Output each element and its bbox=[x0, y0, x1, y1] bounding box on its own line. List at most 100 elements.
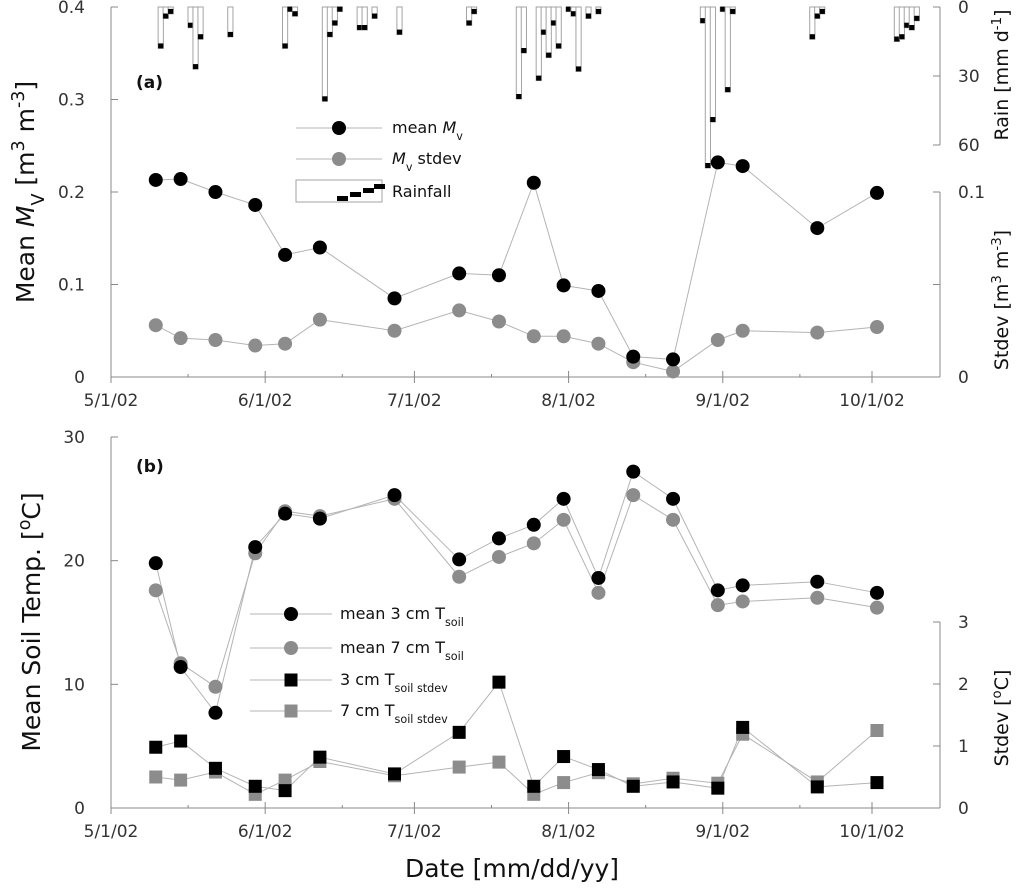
rain-bar-cap bbox=[700, 18, 706, 24]
mv-stdev-point bbox=[710, 333, 725, 347]
rain-bar-cap bbox=[565, 6, 572, 12]
panel-b-x-tick-label: 8/1/02 bbox=[541, 822, 596, 842]
mean-3cm-tsoil-point bbox=[173, 660, 188, 675]
tsoil-3cm-stdev-point bbox=[810, 780, 824, 794]
panel-b-x-tick-label: 10/1/02 bbox=[839, 822, 905, 842]
tsoil-3cm-stdev-point bbox=[452, 725, 466, 739]
panel-a-x-tick-label: 7/1/02 bbox=[387, 391, 442, 411]
mean-7cm-tsoil-point bbox=[452, 569, 467, 584]
rain-bar-cap bbox=[287, 6, 293, 12]
tsoil-3cm-stdev-point bbox=[388, 767, 402, 781]
panel-b-stdev-tick-label: 0 bbox=[958, 799, 969, 819]
mean-3cm-tsoil-point bbox=[591, 570, 606, 585]
panel-a-y-tick-label: 0.1 bbox=[58, 276, 85, 296]
legend-b-label-mean-7cm: mean 7 cm Tsoil bbox=[340, 638, 464, 663]
panel-b-y-tick-label: 0 bbox=[74, 799, 85, 819]
tsoil-3cm-stdev-point bbox=[278, 784, 292, 798]
rain-bars-layer bbox=[157, 6, 920, 169]
tsoil-3cm-stdev-point bbox=[557, 750, 571, 764]
rain-bar-cap bbox=[362, 25, 368, 30]
tsoil-3cm-stdev-point bbox=[313, 750, 327, 764]
legend-b-marker-stdev-3cm bbox=[284, 673, 298, 687]
panel-a-rain-tick-label: 30 bbox=[958, 67, 980, 87]
mean-mv-point bbox=[312, 240, 327, 255]
legends-layer: mean Mv Mv stdev Rainfall mean 3 cm Tsoil me… bbox=[250, 118, 464, 726]
mean-7cm-tsoil-point bbox=[148, 583, 163, 598]
mv-stdev-point bbox=[278, 336, 293, 351]
mean-3cm-tsoil-point bbox=[248, 540, 263, 555]
axes-layer bbox=[110, 6, 941, 814]
mean-3cm-tsoil-point bbox=[735, 578, 750, 593]
mean-3cm-tsoil-point bbox=[526, 517, 541, 532]
x-axis-label: Date [mm/dd/yy] bbox=[405, 854, 619, 883]
rain-bar-cap bbox=[322, 96, 328, 102]
mv-stdev-point bbox=[208, 333, 223, 347]
panel-a-rain-axis-label: Rain [mm d-1] bbox=[990, 9, 1014, 140]
rain-bar-cap bbox=[292, 11, 298, 17]
panel-a-rain-tick-label: 0 bbox=[958, 0, 969, 18]
panel-b-stdev-tick-label: 2 bbox=[958, 675, 969, 695]
mv-stdev-line bbox=[155, 309, 878, 372]
mean-3cm-tsoil-point bbox=[208, 705, 223, 720]
rain-bar bbox=[321, 6, 328, 102]
panel-b-y-axis-label: Mean Soil Temp. [oC] bbox=[15, 492, 46, 751]
tsoil-3cm-stdev-point bbox=[626, 779, 640, 793]
rain-bar-cap bbox=[570, 11, 577, 17]
mv-stdev-point bbox=[148, 318, 163, 333]
rain-bar-cap bbox=[516, 94, 522, 99]
mean-3cm-tsoil-point bbox=[710, 583, 725, 598]
panel-b-x-tick-label: 5/1/02 bbox=[84, 822, 139, 842]
mean-7cm-tsoil-point bbox=[735, 594, 750, 609]
legend-b-marker-stdev-7cm bbox=[284, 704, 298, 718]
rain-bar-cap bbox=[197, 34, 204, 40]
mean-7cm-tsoil-point bbox=[869, 600, 884, 615]
tsoil-3cm-stdev-point bbox=[527, 779, 541, 793]
mean-mv-point bbox=[556, 278, 571, 293]
mean-7cm-tsoil-point bbox=[810, 590, 825, 605]
tsoil-3cm-stdev-point bbox=[870, 776, 884, 790]
panel-b-tag: (b) bbox=[136, 457, 164, 477]
panel-b-y-tick-label: 10 bbox=[63, 675, 85, 695]
rain-bar-cap bbox=[556, 43, 562, 49]
tsoil-3cm-stdev-point bbox=[248, 779, 262, 793]
rain-bar-cap bbox=[585, 13, 592, 19]
tsoil-3cm-stdev-point bbox=[711, 781, 725, 795]
tsoil-3cm-stdev-point bbox=[174, 734, 188, 748]
tsoil-7cm-stdev-point bbox=[149, 770, 163, 784]
legend-a-rain-step bbox=[374, 184, 385, 189]
mv-stdev-point bbox=[387, 323, 402, 338]
panel-a-tag: (a) bbox=[136, 73, 163, 93]
rain-bar-cap bbox=[720, 6, 726, 12]
rain-bar bbox=[724, 6, 731, 93]
rain-bar-cap bbox=[819, 8, 825, 14]
mean-7cm-tsoil-point bbox=[710, 598, 725, 613]
rain-bar-cap bbox=[546, 52, 552, 58]
rain-bar bbox=[575, 6, 582, 72]
panel-a-rain-tick-label: 60 bbox=[958, 136, 980, 156]
legend-b-label-stdev-3cm: 3 cm Tsoil stdev bbox=[340, 670, 448, 695]
tsoil-7cm-stdev-point bbox=[492, 755, 506, 769]
rain-bar-cap bbox=[551, 20, 557, 26]
mean-3cm-tsoil-point bbox=[491, 531, 506, 546]
tsoil-3cm-stdev-point bbox=[149, 740, 163, 754]
tsoil-7cm-stdev-point bbox=[870, 724, 884, 737]
mean-mv-point bbox=[278, 247, 293, 262]
tsoil-7cm-stdev-line bbox=[155, 730, 878, 795]
rain-bar-cap bbox=[396, 29, 403, 35]
panel-a-x-tick-label: 8/1/02 bbox=[541, 391, 596, 411]
mean-mv-point bbox=[173, 172, 188, 187]
panel-a-stdev-tick-label: 0 bbox=[958, 368, 969, 388]
panel-b-stdev-axis-label: Stdev [oC] bbox=[990, 670, 1014, 767]
tsoil-7cm-stdev-point bbox=[452, 760, 466, 774]
mv-stdev-point bbox=[591, 336, 606, 351]
mean-mv-point bbox=[248, 197, 263, 212]
legend-a-rain-step bbox=[350, 192, 361, 197]
mv-stdev-point bbox=[452, 303, 467, 318]
legend-a-label-rainfall: Rainfall bbox=[392, 182, 451, 201]
mean-mv-point bbox=[491, 268, 506, 283]
rain-bar bbox=[157, 6, 164, 49]
mean-7cm-tsoil-point bbox=[556, 512, 571, 527]
panel-b-x-tick-label: 7/1/02 bbox=[387, 822, 442, 842]
mean-mv-point bbox=[626, 349, 641, 364]
mean-7cm-tsoil-point bbox=[626, 488, 641, 503]
